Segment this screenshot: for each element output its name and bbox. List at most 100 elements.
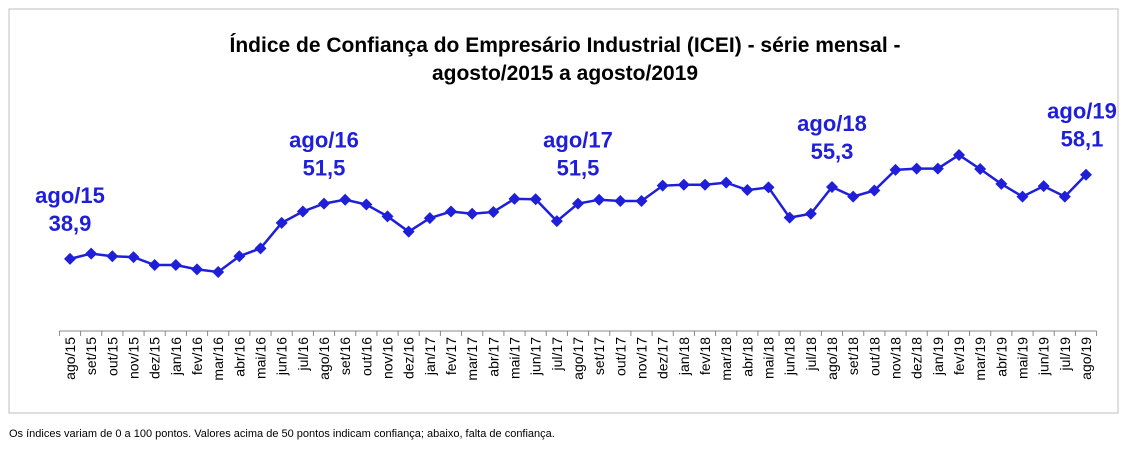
chart-frame: [8, 8, 1119, 414]
data-point: [910, 162, 923, 175]
data-point: [64, 252, 76, 265]
x-tick-label: jul/19: [1057, 337, 1073, 372]
data-label: 38,9: [49, 211, 92, 236]
x-tick-label: abr/17: [485, 337, 501, 377]
data-point: [381, 210, 394, 223]
data-point: [254, 242, 267, 255]
x-tick-label: dez/18: [909, 337, 925, 379]
x-tick-label: ago/15: [62, 337, 78, 380]
data-point: [191, 263, 203, 276]
x-tick-label: ago/19: [1078, 337, 1094, 380]
data-point: [275, 216, 288, 229]
data-point: [508, 192, 521, 205]
data-point: [1016, 190, 1029, 203]
x-tick-label: fev/17: [443, 337, 459, 375]
x-tick-label: nov/16: [380, 337, 396, 379]
x-tick-label: jun/19: [1036, 337, 1052, 376]
data-point: [699, 178, 711, 191]
data-label: 55,3: [811, 139, 854, 164]
x-tick-label: jun/16: [274, 337, 290, 376]
data-point: [635, 195, 648, 208]
data-point: [847, 190, 860, 203]
x-tick-label: set/15: [83, 337, 99, 375]
x-tick-label: out/18: [866, 337, 882, 376]
data-point: [974, 163, 987, 176]
x-tick-label: set/17: [591, 337, 607, 375]
data-point: [466, 207, 479, 220]
x-tick-label: dez/16: [401, 337, 417, 379]
data-point: [106, 250, 119, 263]
data-point: [318, 197, 330, 210]
x-tick-label: mai/17: [507, 337, 523, 379]
data-point: [529, 193, 542, 206]
data-point: [783, 211, 796, 224]
x-tick-label: mar/19: [972, 337, 988, 381]
x-tick-label: mai/18: [761, 337, 777, 379]
data-point: [148, 258, 161, 271]
data-point: [656, 179, 669, 192]
x-tick-label: mar/17: [464, 337, 480, 381]
data-point: [720, 176, 733, 189]
x-tick-label: nov/15: [126, 337, 142, 379]
chart-title: Índice de Confiança do Empresário Indust…: [230, 34, 901, 57]
x-tick-label: abr/19: [993, 337, 1009, 377]
point-category-label: ago/16: [289, 128, 359, 153]
data-point: [550, 215, 563, 228]
x-tick-label: abr/16: [231, 337, 247, 377]
x-tick-label: abr/18: [739, 337, 755, 377]
x-tick-label: ago/18: [824, 337, 840, 380]
x-tick-label: jul/17: [549, 337, 565, 372]
data-point: [212, 266, 225, 278]
point-category-label: ago/19: [1047, 99, 1117, 124]
data-point: [1037, 180, 1050, 193]
data-point: [614, 195, 627, 208]
x-tick-label: nov/18: [888, 337, 904, 379]
data-point: [762, 181, 775, 194]
x-tick-label: jul/16: [295, 337, 311, 372]
data-point: [995, 177, 1008, 190]
data-point: [296, 205, 309, 218]
data-label: 51,5: [557, 156, 600, 181]
data-point: [339, 193, 352, 206]
x-tick-label: mai/16: [253, 337, 269, 379]
data-point: [127, 251, 140, 264]
x-tick-label: ago/16: [316, 337, 332, 380]
data-point: [402, 225, 415, 238]
data-point: [423, 212, 436, 225]
chart-subtitle: agosto/2015 a agosto/2019: [432, 62, 698, 85]
point-category-label: ago/18: [797, 111, 867, 136]
x-tick-label: ago/17: [570, 337, 586, 380]
data-point: [953, 149, 965, 161]
data-point: [593, 193, 606, 206]
data-point: [85, 247, 98, 260]
data-label: 58,1: [1061, 127, 1104, 152]
x-tick-label: jan/16: [168, 337, 184, 376]
x-tick-label: fev/18: [697, 337, 713, 375]
x-tick-label: jun/17: [528, 337, 544, 376]
data-label: 51,5: [303, 156, 346, 181]
data-point: [677, 178, 690, 191]
data-point: [1058, 190, 1071, 203]
x-tick-label: fev/16: [189, 337, 205, 375]
data-point: [445, 205, 457, 218]
x-tick-label: fev/19: [951, 337, 967, 375]
x-tick-label: jun/18: [782, 337, 798, 376]
data-point: [360, 198, 373, 211]
footnote: Os índices variam de 0 a 100 pontos. Val…: [9, 428, 555, 440]
x-tick-label: out/15: [104, 337, 120, 376]
x-tick-label: jul/18: [803, 337, 819, 372]
data-point: [487, 205, 500, 218]
data-point: [572, 197, 584, 210]
x-tick-label: set/16: [337, 337, 353, 375]
data-point: [889, 163, 902, 176]
x-tick-label: jan/18: [676, 337, 692, 376]
data-point: [741, 184, 754, 197]
x-tick-label: dez/15: [147, 337, 163, 379]
x-tick-label: jan/19: [930, 337, 946, 376]
data-point: [1080, 168, 1092, 181]
point-category-label: ago/15: [35, 183, 105, 208]
data-point: [826, 180, 838, 193]
data-point: [804, 207, 817, 220]
x-tick-label: nov/17: [634, 337, 650, 379]
